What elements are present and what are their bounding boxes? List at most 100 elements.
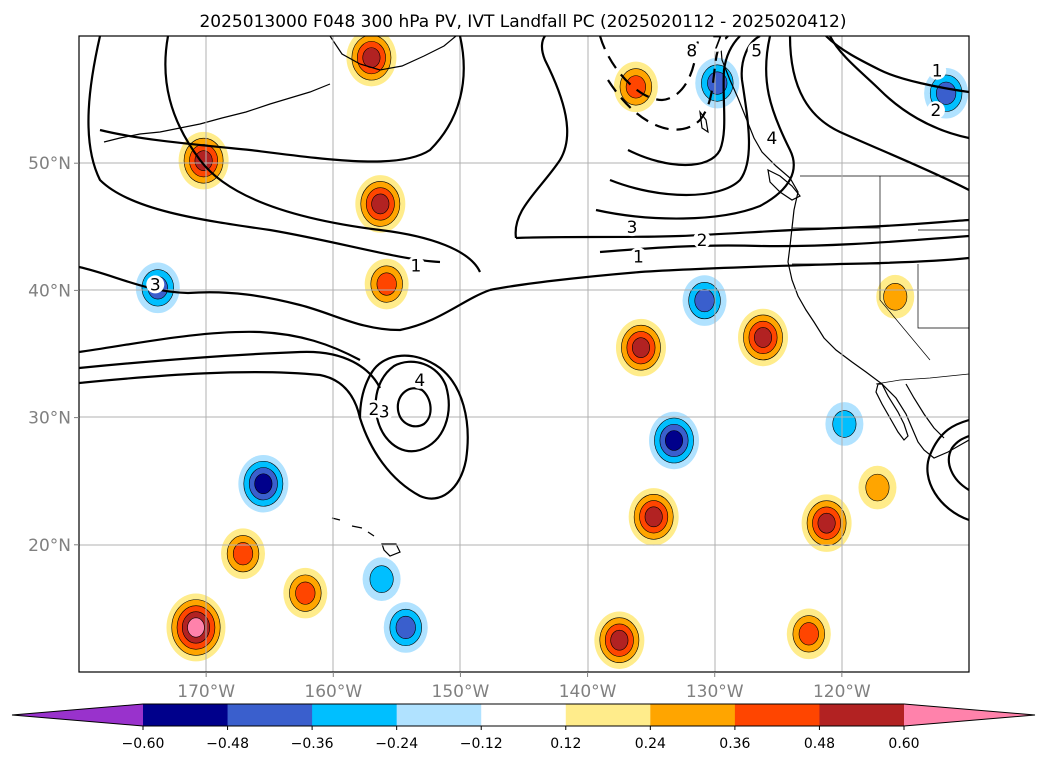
pv-anomaly-blob	[738, 308, 789, 367]
pv-anomaly-level	[194, 150, 213, 171]
contour-label: 8	[686, 41, 697, 61]
contour-label-halo	[406, 256, 425, 275]
pv-anomaly-blob	[858, 465, 897, 510]
gridlines	[79, 36, 969, 672]
aleutian-islands	[103, 83, 331, 143]
pv-anomaly-blob	[166, 593, 226, 662]
pv-anomaly-level	[187, 617, 205, 638]
pv-anomaly-blob	[221, 528, 266, 580]
pv-anomaly-layer	[135, 36, 969, 669]
colorbar-tick-label: 0.36	[719, 736, 750, 752]
north-america-coastline	[719, 36, 969, 459]
colorbar-tick-label: 0.60	[888, 736, 919, 752]
pv-anomaly-level	[295, 581, 316, 605]
pv-anomaly-level	[694, 289, 715, 313]
contour-line-3-loop	[374, 360, 450, 453]
pv-anomaly-level	[644, 506, 663, 528]
contour-line-loop-outer-1	[79, 330, 361, 361]
colorbar-tick-label: −0.24	[375, 736, 418, 752]
pv-anomaly-blob	[362, 557, 401, 601]
x-tick-label: 140°W	[559, 682, 617, 702]
colorbar-segment	[143, 704, 229, 726]
contour-line-sw-2	[947, 434, 969, 491]
pv-anomaly-level	[254, 473, 273, 495]
contour-label: 5	[751, 41, 762, 61]
pv-anomaly-level	[371, 193, 390, 215]
x-tick-label: 160°W	[304, 682, 362, 702]
y-axis-ticks: 20°N 30°N 40°N 50°N	[28, 154, 79, 556]
pv-anomaly-blob	[682, 275, 727, 326]
contour-label-halo	[623, 218, 642, 237]
contour-line-sw-1	[926, 418, 969, 522]
contour-label-halo	[364, 400, 383, 419]
pv-anomaly-blob	[283, 567, 328, 619]
colorbar-segment	[734, 704, 820, 726]
x-axis-ticks: 170°W 160°W 150°W 140°W 130°W 120°W	[177, 672, 871, 702]
pv-anomaly-level	[362, 47, 381, 68]
contour-label-halo	[410, 370, 429, 389]
y-tick-label: 40°N	[28, 281, 71, 301]
gulf-of-california-coast	[905, 383, 945, 439]
pv-anomaly-level	[865, 473, 890, 502]
contour-line-1-main	[489, 256, 969, 292]
colorbar-segment	[312, 704, 398, 726]
colorbar: −0.60 −0.48 −0.36 −0.24 −0.12 0.12 0.24 0.36 0.4…	[11, 703, 1036, 752]
pv-anomaly-level	[610, 629, 629, 651]
pv-anomaly-blob	[876, 274, 915, 319]
pv-anomaly-level	[369, 565, 394, 593]
x-tick-label: 120°W	[813, 682, 871, 702]
colorbar-segment	[650, 704, 736, 726]
y-tick-label: 20°N	[28, 536, 71, 556]
pv-anomaly-level	[376, 272, 397, 296]
ivt-contours	[79, 36, 969, 522]
contour-label-halo	[682, 41, 701, 60]
colorbar-tick-label: 0.24	[635, 736, 666, 752]
contour-line-2-main	[599, 234, 969, 254]
colorbar-tick-label: 0.12	[550, 736, 581, 752]
contour-label-halo	[146, 275, 165, 294]
pv-anomaly-blob	[825, 402, 864, 446]
contour-line-loop-outer-2	[79, 350, 381, 389]
pv-anomaly-blob	[364, 258, 409, 310]
pv-anomaly-blob	[649, 411, 700, 470]
pv-anomaly-level	[232, 542, 254, 566]
contour-line-loop-outer-3	[79, 371, 362, 419]
pv-anomaly-level	[395, 615, 416, 640]
pv-anomaly-level	[798, 622, 819, 646]
y-tick-label: 30°N	[28, 409, 71, 429]
pv-anomaly-level	[631, 337, 650, 358]
contour-label: 2	[931, 101, 942, 121]
colorbar-segment	[819, 704, 905, 726]
contour-label-halo	[926, 101, 945, 120]
pv-anomaly-blob	[346, 36, 397, 87]
colorbar-segment	[227, 704, 313, 726]
contour-label: 4	[414, 371, 425, 391]
contour-line-5	[609, 36, 761, 197]
contour-line-6	[627, 36, 741, 166]
contour-line-4	[595, 36, 795, 220]
contour-label: 1	[633, 247, 644, 267]
haida-gwaii	[699, 109, 709, 134]
y-tick-label: 50°N	[28, 154, 71, 174]
contour-label: 3	[379, 403, 390, 423]
contour-label-halo	[747, 41, 766, 60]
pv-anomaly-blob	[238, 454, 289, 513]
pv-anomaly-level	[817, 512, 836, 534]
pv-anomaly-blob	[801, 494, 852, 552]
state-borders	[792, 176, 969, 361]
pv-anomaly-blob	[695, 57, 740, 109]
chart-title: 2025013000 F048 300 hPa PV, IVT Landfall…	[199, 12, 846, 32]
map-frame	[78, 35, 970, 673]
coastlines	[103, 36, 969, 557]
contour-line-2-loop	[358, 354, 469, 500]
pv-anomaly-blob	[613, 61, 658, 113]
contour-line-3-north	[87, 36, 441, 264]
pv-anomaly-level	[754, 327, 773, 348]
contour-label: 7	[712, 34, 723, 54]
colorbar-tick-label: −0.60	[122, 736, 165, 752]
pv-anomaly-level	[665, 430, 684, 451]
contour-label-halo	[629, 247, 648, 266]
us-mexico-border	[875, 373, 969, 385]
